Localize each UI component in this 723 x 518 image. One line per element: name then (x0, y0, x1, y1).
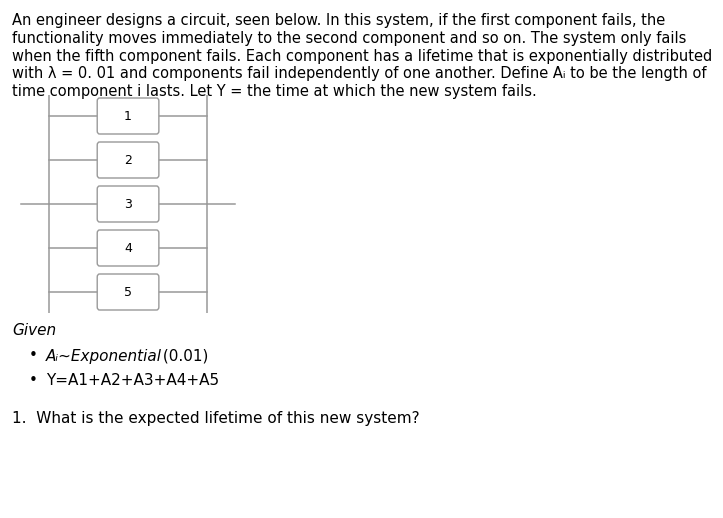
FancyBboxPatch shape (97, 98, 159, 134)
FancyBboxPatch shape (97, 142, 159, 178)
Text: An engineer designs a circuit, seen below. In this system, if the first componen: An engineer designs a circuit, seen belo… (12, 13, 665, 28)
Text: •: • (29, 373, 38, 388)
Text: functionality moves immediately to the second component and so on. The system on: functionality moves immediately to the s… (12, 31, 686, 46)
FancyBboxPatch shape (97, 274, 159, 310)
Text: when the fifth component fails. Each component has a lifetime that is exponentia: when the fifth component fails. Each com… (12, 49, 712, 64)
Text: (0.01): (0.01) (158, 349, 208, 364)
Text: •: • (29, 349, 38, 364)
Text: Given: Given (12, 323, 56, 338)
Text: Aᵢ~Exponential: Aᵢ~Exponential (46, 349, 162, 364)
Text: 4: 4 (124, 241, 132, 254)
Text: with λ = 0. 01 and components fail independently of one another. Define Aᵢ to be: with λ = 0. 01 and components fail indep… (12, 66, 706, 81)
FancyBboxPatch shape (97, 230, 159, 266)
Text: 2: 2 (124, 153, 132, 166)
Text: 5: 5 (124, 285, 132, 298)
Text: 3: 3 (124, 197, 132, 210)
Text: 1: 1 (124, 109, 132, 122)
Text: time component i lasts. Let Y = the time at which the new system fails.: time component i lasts. Let Y = the time… (12, 84, 536, 99)
Text: Y=A1+A2+A3+A4+A5: Y=A1+A2+A3+A4+A5 (46, 373, 219, 388)
FancyBboxPatch shape (97, 186, 159, 222)
Text: 1.  What is the expected lifetime of this new system?: 1. What is the expected lifetime of this… (12, 411, 419, 426)
